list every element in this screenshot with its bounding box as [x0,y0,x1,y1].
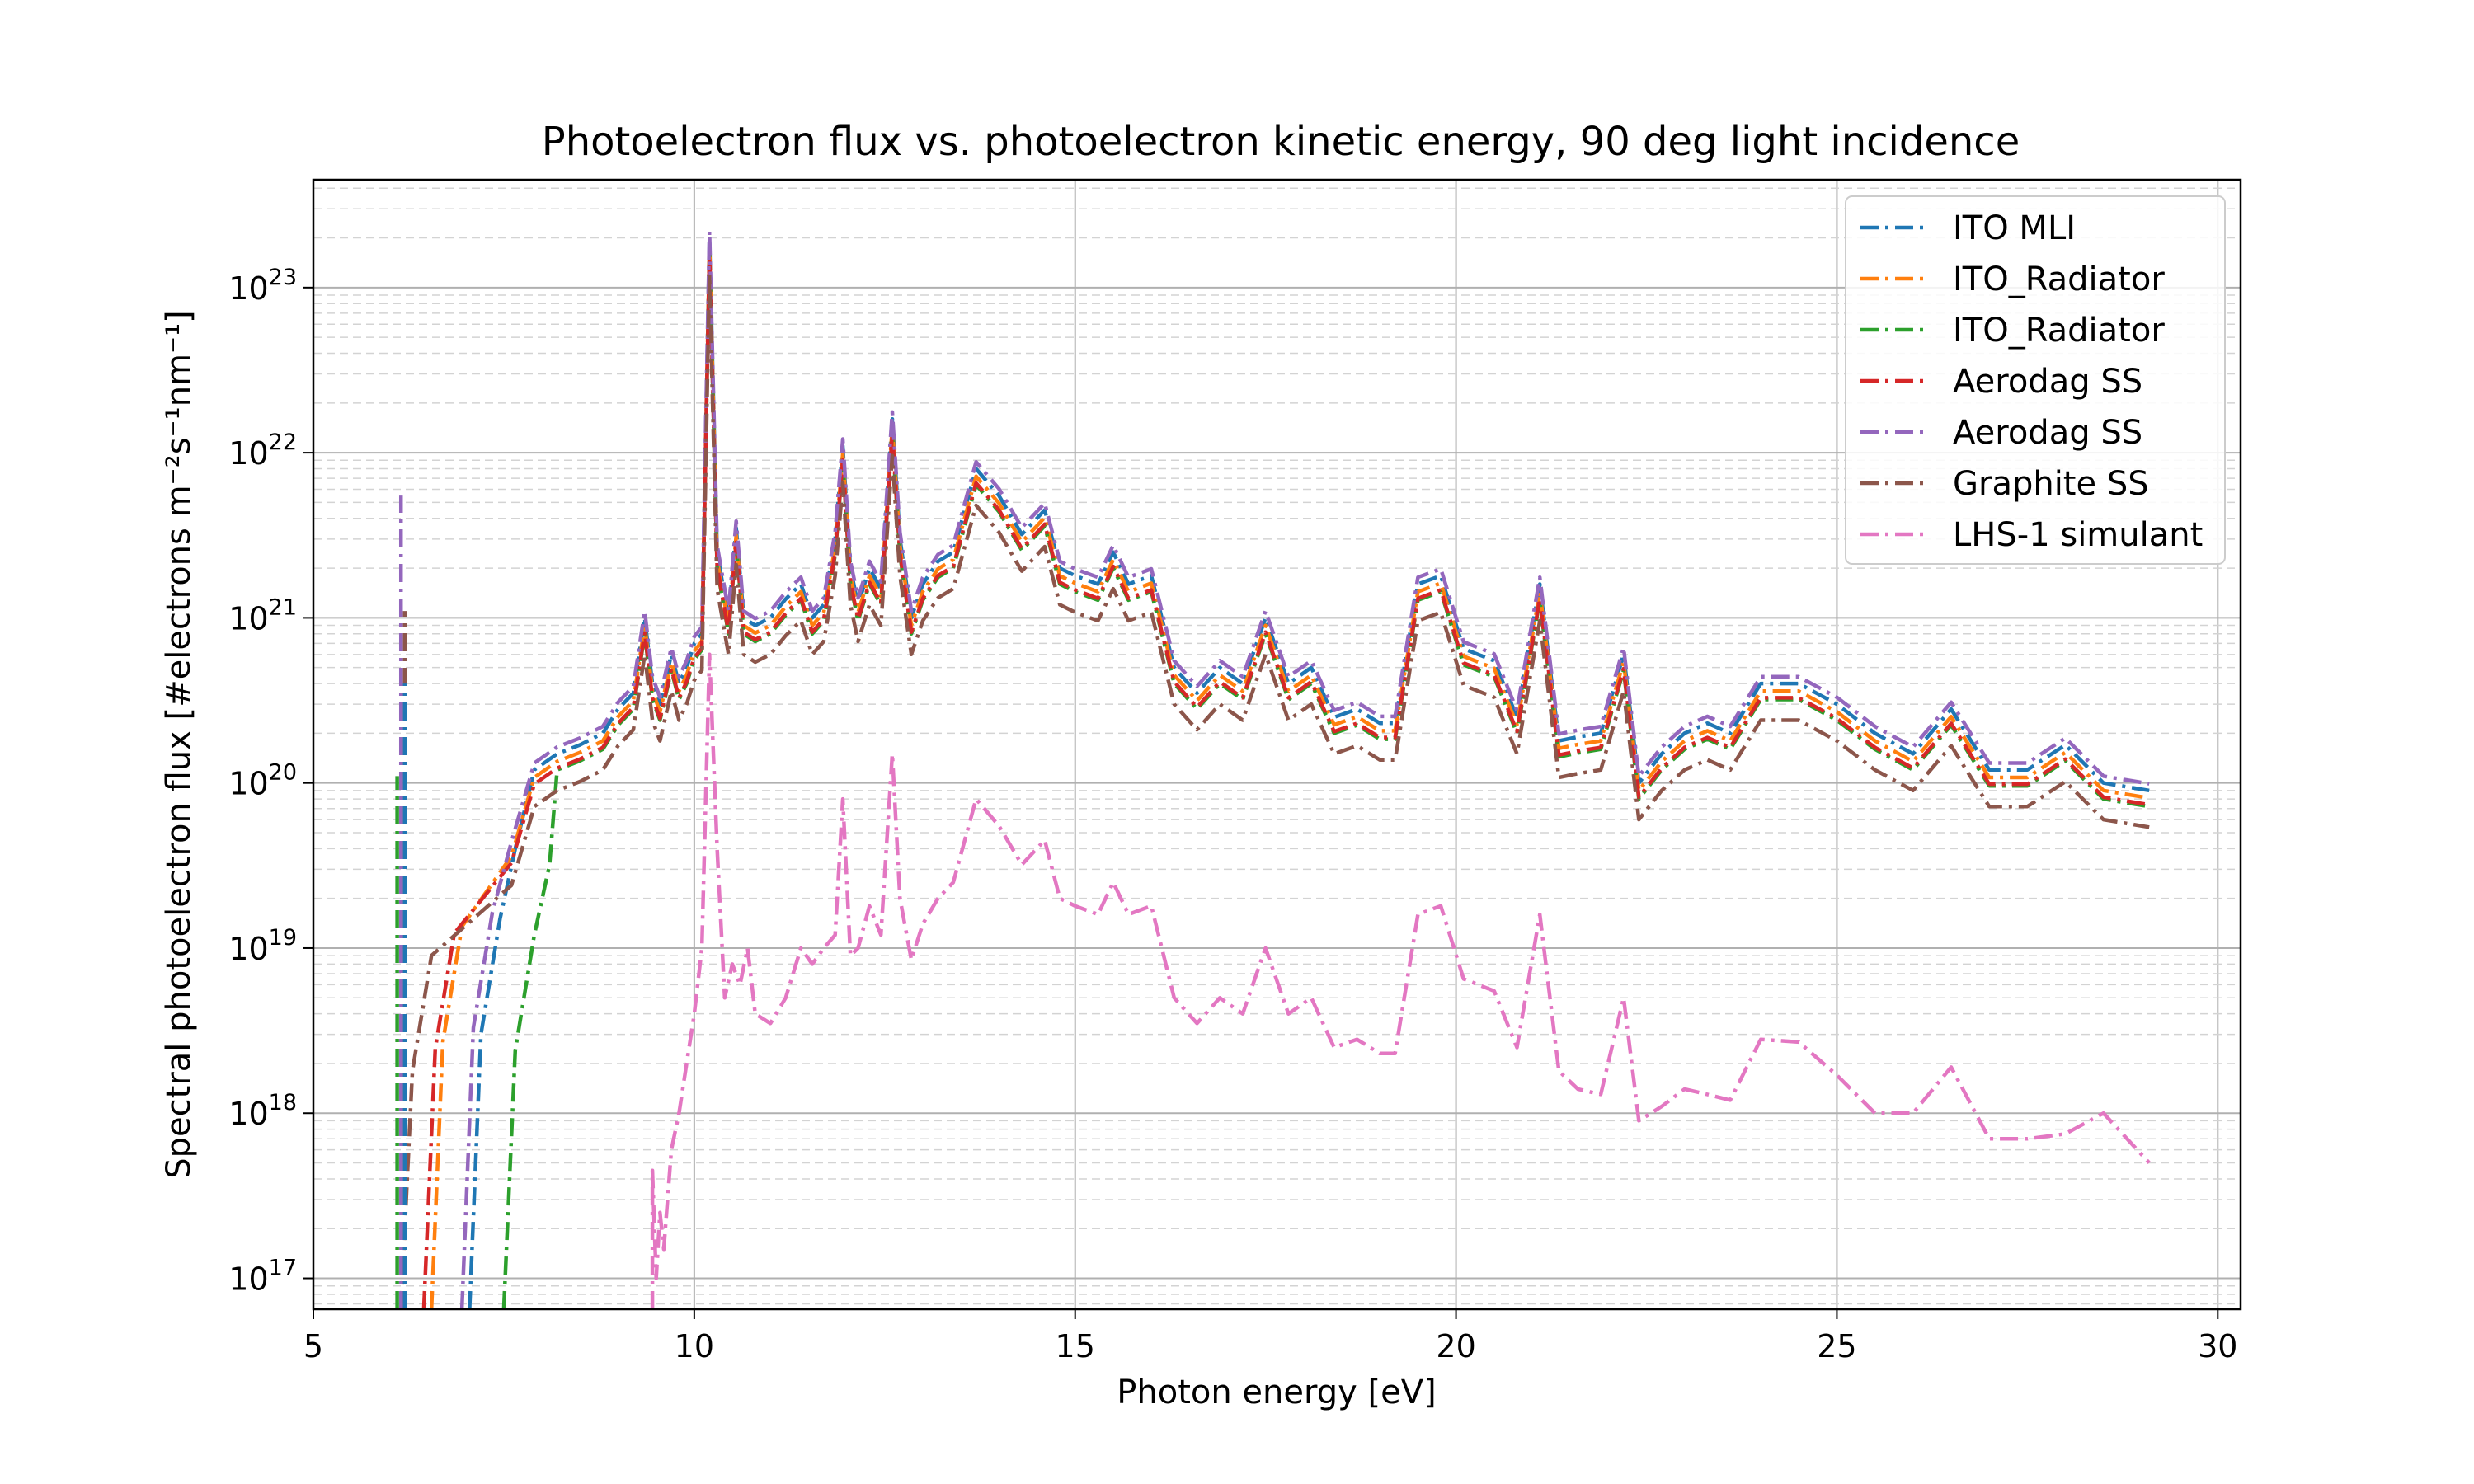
x-tick-label: 5 [303,1328,323,1364]
plot-frame [312,178,2242,1311]
legend: ITO MLI ITO_Radiator ITO_Radiator Aerodag S… [1845,195,2226,565]
x-tick-label: 25 [1817,1328,1856,1364]
y-tick-label: 1020 [228,760,297,802]
legend-label: Aerodag SS [1953,363,2142,401]
x-axis: 5 10 15 20 25 30 [303,1309,2237,1364]
series-line [421,250,2150,1310]
series-line [398,272,2150,1310]
legend-label: Aerodag SS [1953,414,2142,452]
y-axis-label: Spectral photoelectron flux [#electrons … [160,310,198,1179]
x-tick-label: 10 [675,1328,714,1364]
legend-label: LHS-1 simulant [1953,516,2203,554]
series-line [459,228,2150,1310]
x-axis-label: Photon energy [eV] [1117,1374,1436,1411]
x-tick-label: 20 [1436,1328,1475,1364]
x-tick-label: 30 [2198,1328,2237,1364]
legend-box [1845,195,2226,565]
series-line [650,652,2151,1309]
legend-label: ITO MLI [1953,209,2076,247]
chart-title: Photoelectron flux vs. photoelectron kin… [542,119,2020,165]
legend-label: Graphite SS [1953,465,2149,503]
legend-label: ITO_Radiator [1953,261,2165,298]
legend-label: ITO_Radiator [1953,312,2165,350]
series-line [468,236,2150,1310]
grid [313,180,2241,1309]
series-layer [395,228,2151,1310]
series-line [429,243,2150,1310]
x-tick-label: 15 [1056,1328,1095,1364]
y-tick-label: 1023 [228,265,297,307]
